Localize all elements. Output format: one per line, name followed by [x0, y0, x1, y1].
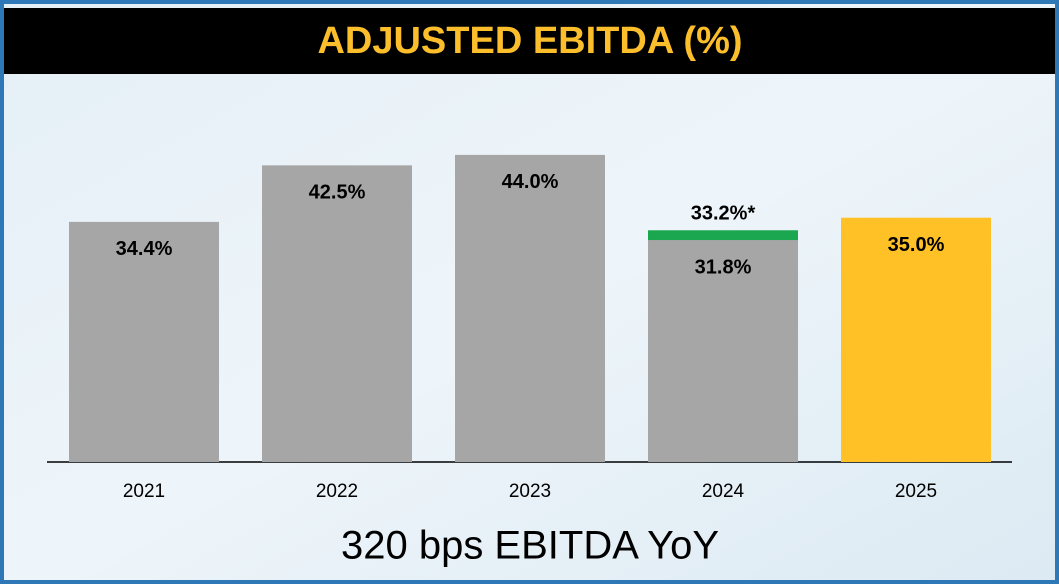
chart-title: ADJUSTED EBITDA (%)	[317, 20, 742, 62]
annotation: 320 bps EBITDA YoY	[341, 524, 719, 568]
x-tick-label: 2021	[123, 481, 165, 502]
bar	[455, 154, 605, 462]
title-band	[4, 8, 1055, 74]
x-tick-label: 2024	[702, 481, 745, 502]
x-tick-label: 2023	[509, 481, 551, 502]
bar	[841, 217, 991, 462]
overlay-label: 33.2%*	[691, 203, 756, 225]
bar	[648, 240, 798, 462]
value-label: 35.0%	[888, 234, 945, 256]
x-tick-label: 2025	[895, 481, 937, 502]
bar	[262, 165, 412, 462]
value-label: 31.8%	[695, 256, 752, 278]
value-label: 34.4%	[116, 238, 173, 260]
bar	[69, 221, 219, 462]
value-label: 42.5%	[309, 182, 366, 204]
x-tick-label: 2022	[316, 481, 358, 502]
value-label: 44.0%	[502, 171, 559, 193]
